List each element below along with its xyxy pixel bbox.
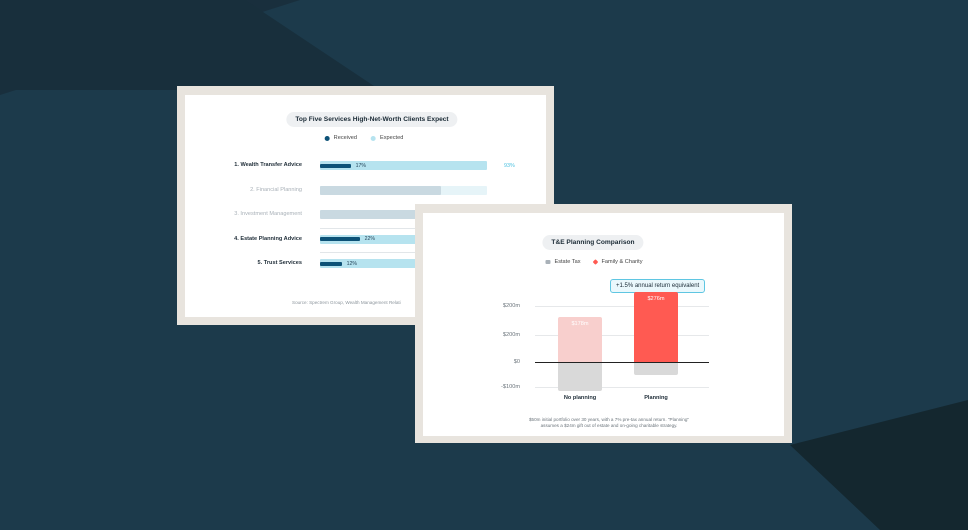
right-chart-title: T&E Planning Comparison [542,235,644,250]
received-value-label: 12% [346,260,357,267]
expected-legend-label: Expected [380,135,404,141]
left-chart-source: Source: Spectrem Group, Wealth Managemen… [292,300,401,305]
right-chart-card: T&E Planning Comparison Estate Tax Famil… [423,213,784,436]
received-legend-marker [324,135,330,141]
expected-bar [320,259,500,268]
row-label: 5. Trust Services [257,260,302,266]
column-value-label: $276m [647,296,665,302]
right-chart-footnote-line2: assumes a $24m gift out of estate and on… [540,423,678,428]
estate-tax-column [558,363,602,391]
received-bar [320,163,351,168]
y-tick-label: $0 [513,358,520,365]
expected-bar [320,210,500,219]
y-tick-label: -$100m [501,383,520,390]
received-value-label: 17% [355,162,366,169]
x-category-label: Planning [644,395,668,401]
row-divider [320,227,500,229]
family-charity-legend-marker [592,259,599,265]
left-chart-frame: Top Five Services High-Net-Worth Clients… [177,86,554,325]
estate-tax-legend-label: Estate Tax [554,259,581,265]
family-charity-legend-label: Family & Charity [601,259,643,265]
estate-tax-legend-marker [545,260,551,264]
row-label: 3. Investment Management [234,211,302,217]
expected-bar [320,234,500,244]
received-value-label: 22% [364,236,375,242]
family-charity-column [634,292,678,362]
y-tick-label: $200m [502,331,520,338]
row-label: 4. Estate Planning Advice [234,235,302,242]
gridline [535,335,709,336]
x-category-label: No planning [563,395,597,401]
y-tick-label: $200m [502,302,520,309]
left-chart-title: Top Five Services High-Net-Worth Clients… [286,112,458,127]
row-label: 1. Wealth Transfer Advice [234,162,302,168]
gridline [535,387,709,388]
expected-value-label: 93% [504,162,515,169]
row-divider [320,252,500,253]
right-chart-footnote-line1: $50m initial portfolio over 30 years, wi… [528,417,690,422]
received-bar [320,261,342,266]
right-chart-legend: Estate Tax Family & Charity [545,259,643,265]
column-value-label: $178m [571,320,589,327]
expected-bar [320,161,488,170]
expected-legend-marker [371,135,376,141]
family-charity-column [558,316,602,362]
zero-baseline [535,362,709,363]
estate-tax-column [634,363,678,375]
left-chart-legend: Received Expected [324,135,404,141]
row-label: 2. Financial Planning [250,186,302,193]
expected-bar [320,185,441,195]
received-legend-label: Received [333,135,357,141]
received-bar [320,237,360,241]
return-callout: +1.5% annual return equivalent [610,279,706,293]
gridline [535,306,709,307]
right-chart-frame: T&E Planning Comparison Estate Tax Famil… [415,204,792,443]
